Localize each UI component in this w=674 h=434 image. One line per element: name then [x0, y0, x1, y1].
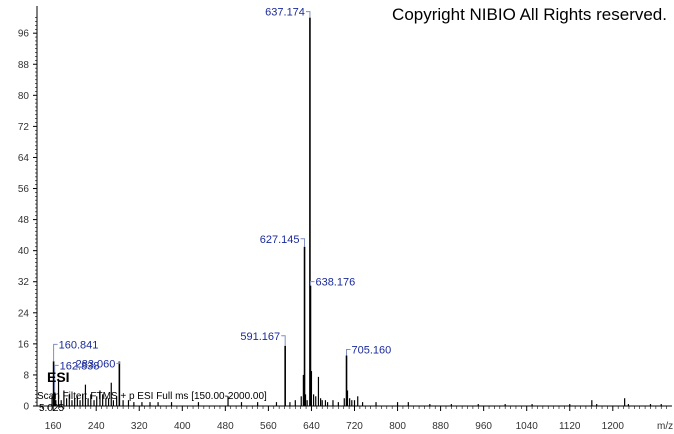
peak-label: 283.060 [76, 358, 116, 370]
peak-label: 637.174 [265, 7, 305, 19]
y-tick-label: 24 [18, 308, 30, 319]
peak-leader [53, 343, 58, 362]
peak-label: 705.160 [352, 345, 392, 357]
y-tick-label: 8 [23, 370, 29, 381]
peak-leader [309, 281, 315, 286]
y-tick-label: 32 [18, 277, 30, 288]
x-tick-label: 720 [346, 421, 363, 432]
x-axis-label: m/z [657, 421, 673, 432]
peak-leader [300, 238, 306, 247]
x-tick-label: 320 [131, 421, 148, 432]
peak-leader [54, 364, 59, 393]
labeled-peaks: 637.174 627.145 638.176 591.167 705.160 160.8… [52, 7, 392, 406]
peak-leader [305, 11, 311, 18]
x-tick-label: 560 [260, 421, 277, 432]
y-tick-label: 96 [18, 29, 30, 40]
x-tick-label: 240 [88, 421, 105, 432]
base-intensity-label: 5.025 [39, 403, 64, 414]
x-tick-label: 1040 [516, 421, 539, 432]
y-tick-label: 16 [18, 339, 30, 350]
y-tick-label: 72 [18, 122, 30, 133]
x-tick-label: 1120 [559, 421, 581, 432]
scan-filter-text: Scan Filter: FTMS + p ESI Full ms [150.0… [37, 391, 267, 402]
x-tick-label: 640 [303, 421, 320, 432]
y-tick-label: 48 [18, 215, 30, 226]
peak-label: 627.145 [260, 234, 300, 246]
x-tick-label: 800 [389, 421, 406, 432]
peak-label: 160.841 [59, 339, 99, 351]
x-tick-label: 1200 [602, 421, 625, 432]
peak-label: 162.838 [60, 360, 100, 372]
copyright-notice: Copyright NIBIO All Rights reserved. [392, 5, 667, 24]
y-tick-label: 56 [18, 184, 30, 195]
x-tick-label: 400 [174, 421, 191, 432]
peak-leader [116, 361, 120, 364]
x-tick-label: 160 [45, 421, 62, 432]
peak-label: 591.167 [240, 331, 280, 343]
y-tick-label: 80 [18, 91, 30, 102]
peak-leader [346, 349, 351, 356]
axis-ticks: 0 8 16 24 32 40 48 56 64 72 80 88 96 160 240 320 400 480 5… [18, 17, 667, 432]
peak-bars [51, 371, 662, 406]
peak-leader [281, 335, 286, 346]
y-tick-label: 0 [23, 402, 29, 413]
ion-mode-label: ESI [47, 369, 70, 385]
x-tick-label: 960 [475, 421, 492, 432]
y-tick-label: 88 [18, 60, 30, 71]
peak-label: 638.176 [315, 277, 355, 289]
y-tick-label: 40 [18, 246, 30, 257]
x-tick-label: 480 [217, 421, 234, 432]
y-tick-label: 64 [18, 153, 30, 164]
x-tick-label: 880 [432, 421, 449, 432]
